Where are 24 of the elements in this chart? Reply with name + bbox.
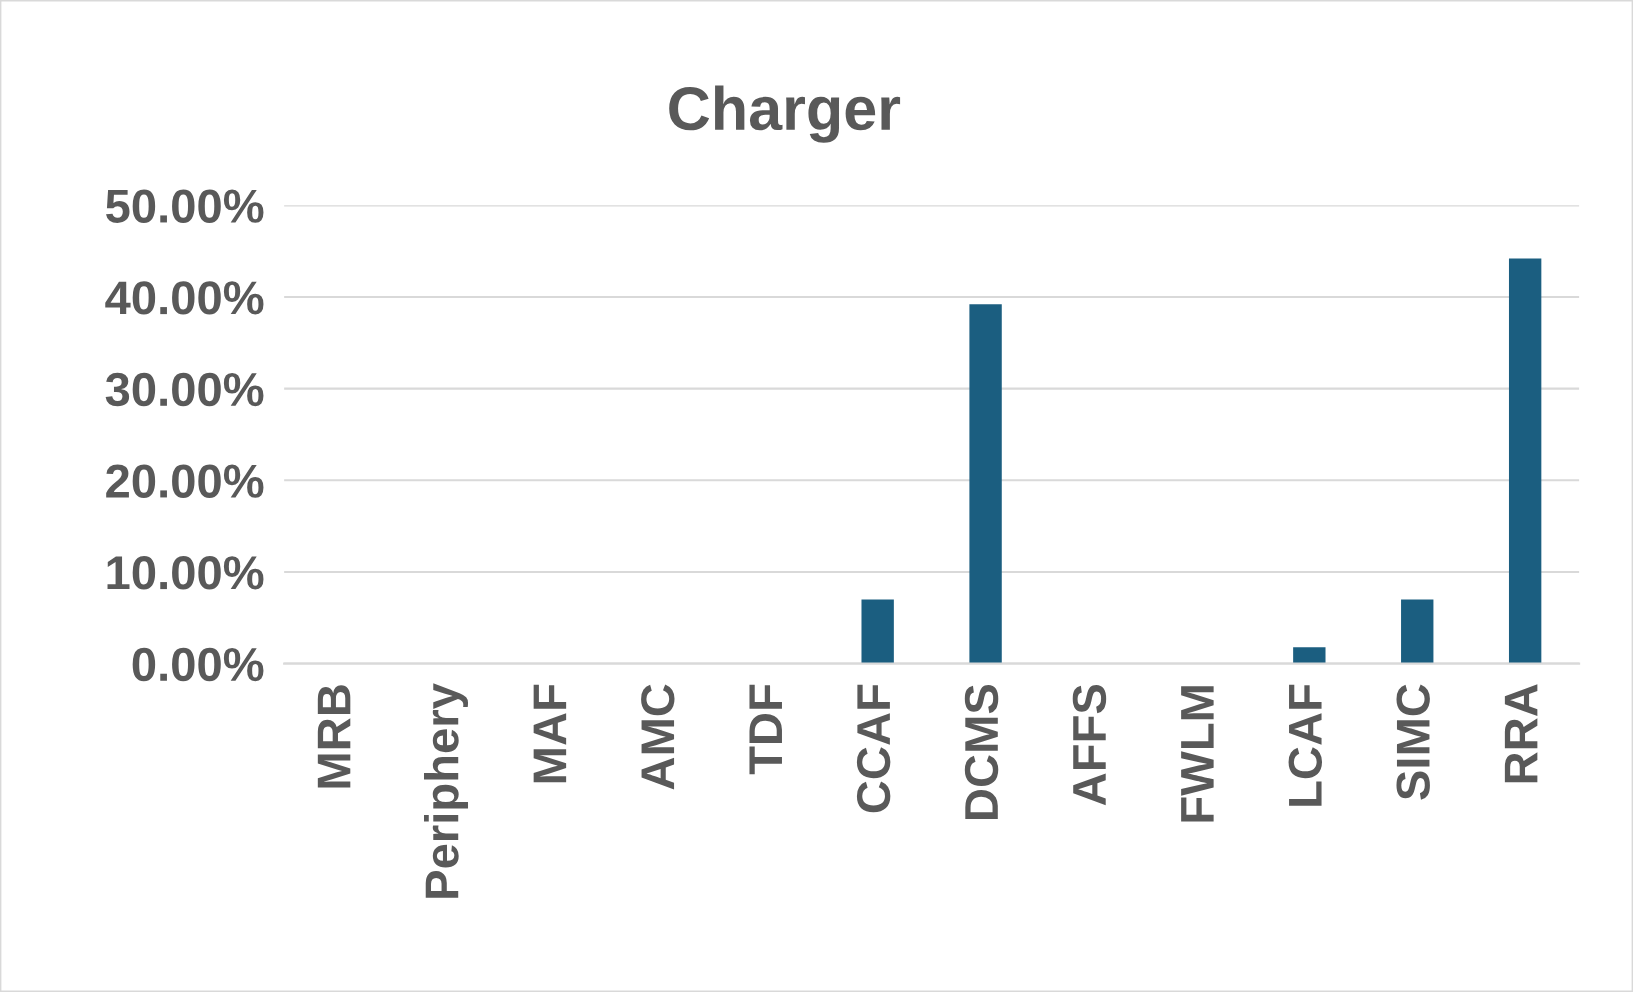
x-tick-label: DCMS — [964, 684, 999, 819]
x-tick-label: LCAF — [1288, 684, 1322, 806]
x-tick-label: FWLM — [1181, 686, 1214, 822]
x-tick-label: TDF — [749, 684, 782, 775]
x-tick-label: RRA — [1504, 684, 1538, 783]
x-tick-label: CCAF — [856, 684, 891, 813]
bar — [1508, 258, 1542, 664]
x-tick-label: MRB — [317, 685, 351, 788]
bar — [1401, 599, 1434, 664]
bar — [861, 599, 894, 664]
y-tick-label: 10.00% — [107, 556, 264, 590]
x-tick-label: SIMC — [1396, 684, 1430, 800]
y-tick-label: 0.00% — [132, 647, 264, 682]
y-tick-label: 40.00% — [105, 281, 264, 315]
x-tick-label: MAF — [533, 684, 567, 783]
y-tick-label: 30.00% — [105, 372, 264, 407]
bar — [1293, 647, 1326, 664]
chart-title: Charger — [669, 85, 901, 143]
y-tick-label: 50.00% — [106, 189, 264, 223]
x-tick-label: AFFS — [1072, 684, 1107, 806]
x-tick-label: Periphery — [424, 683, 469, 898]
x-tick-label: AMC — [641, 684, 675, 790]
bar — [969, 304, 1002, 664]
y-tick-label: 20.00% — [106, 464, 264, 498]
